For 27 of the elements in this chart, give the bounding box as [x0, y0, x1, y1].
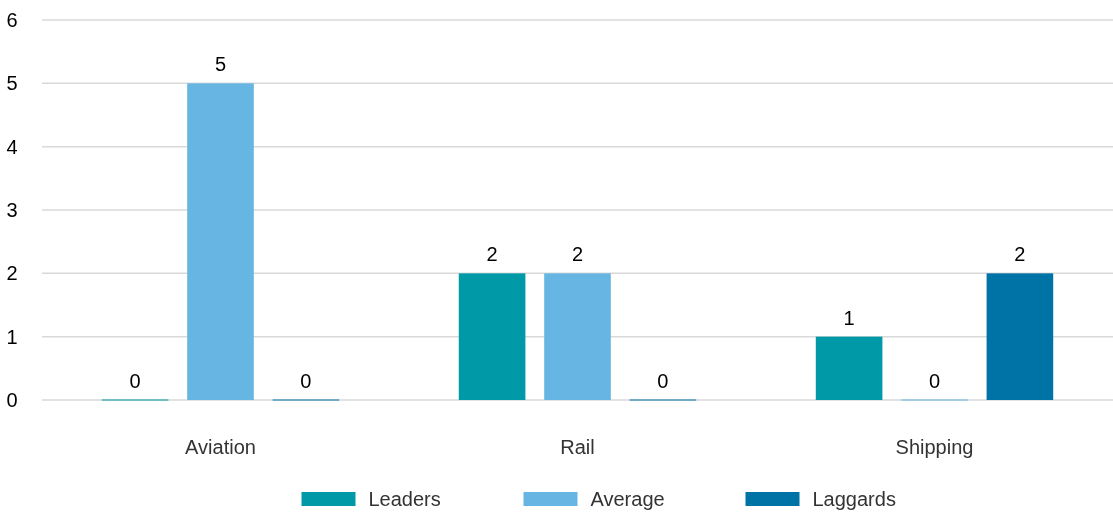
y-tick-label: 3 — [6, 199, 18, 221]
data-label: 0 — [129, 370, 141, 392]
legend-label: Leaders — [368, 488, 441, 510]
legend-label: Average — [590, 488, 665, 510]
data-label: 0 — [928, 370, 941, 392]
x-tick-label: Aviation — [185, 436, 256, 458]
bar — [815, 336, 883, 400]
y-tick-label: 0 — [6, 389, 18, 411]
data-label: 1 — [843, 306, 855, 329]
bar — [544, 273, 611, 400]
data-label: 2 — [1014, 243, 1026, 266]
data-label: 0 — [300, 370, 312, 392]
data-label: 2 — [571, 243, 584, 266]
data-label: 0 — [657, 370, 669, 392]
y-tick-label: 4 — [6, 135, 18, 158]
y-tick-label: 1 — [6, 325, 18, 348]
y-tick-label: 6 — [6, 9, 18, 31]
x-tick-label: Rail — [560, 436, 595, 458]
bar — [458, 273, 526, 400]
legend-label: Laggards — [812, 488, 896, 510]
bar — [187, 83, 254, 400]
y-tick-label: 5 — [6, 72, 18, 95]
y-tick-label: 2 — [6, 262, 18, 285]
x-tick-label: Shipping — [895, 436, 974, 458]
data-label: 5 — [214, 53, 227, 76]
data-label: 2 — [486, 243, 498, 266]
bar — [986, 273, 1054, 400]
